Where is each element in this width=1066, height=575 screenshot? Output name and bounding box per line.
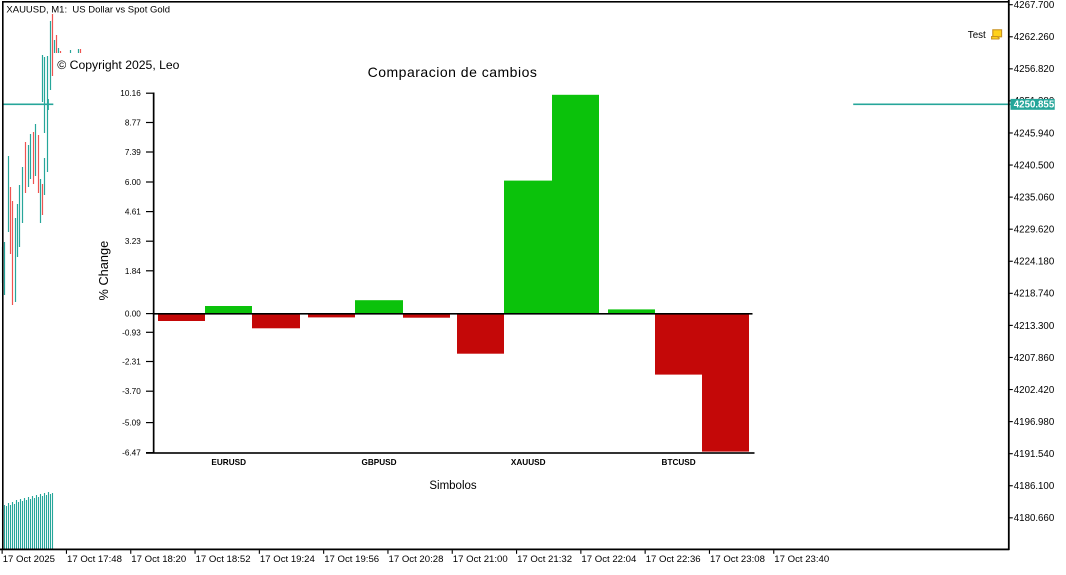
svg-text:4262.260: 4262.260 xyxy=(1014,32,1055,43)
svg-text:4240.500: 4240.500 xyxy=(1014,160,1055,171)
svg-text:4213.300: 4213.300 xyxy=(1014,321,1055,332)
svg-text:4218.740: 4218.740 xyxy=(1014,289,1055,300)
svg-text:17 Oct 19:24: 17 Oct 19:24 xyxy=(260,554,316,565)
svg-text:-6.47: -6.47 xyxy=(122,449,141,458)
svg-text:4267.700: 4267.700 xyxy=(1014,0,1055,11)
svg-text:6.00: 6.00 xyxy=(125,178,141,187)
svg-text:4256.820: 4256.820 xyxy=(1014,64,1055,75)
svg-text:10.16: 10.16 xyxy=(120,89,141,98)
svg-text:17 Oct 20:28: 17 Oct 20:28 xyxy=(389,554,444,565)
svg-text:17 Oct 23:08: 17 Oct 23:08 xyxy=(710,554,765,565)
svg-text:17 Oct 21:00: 17 Oct 21:00 xyxy=(453,554,508,565)
svg-text:4191.540: 4191.540 xyxy=(1014,449,1055,460)
svg-text:4202.420: 4202.420 xyxy=(1014,385,1055,396)
svg-text:8.77: 8.77 xyxy=(125,119,141,128)
svg-text:© Copyright 2025, Leo: © Copyright 2025, Leo xyxy=(57,58,179,72)
svg-text:-2.31: -2.31 xyxy=(122,358,141,367)
svg-text:4235.060: 4235.060 xyxy=(1014,193,1055,204)
svg-text:17 Oct 19:56: 17 Oct 19:56 xyxy=(324,554,379,565)
svg-text:BTCUSD: BTCUSD xyxy=(662,458,696,467)
svg-text:4229.620: 4229.620 xyxy=(1014,225,1055,236)
svg-text:17 Oct 18:52: 17 Oct 18:52 xyxy=(196,554,251,565)
svg-text:4196.980: 4196.980 xyxy=(1014,417,1055,428)
svg-text:17 Oct 23:40: 17 Oct 23:40 xyxy=(774,554,829,565)
svg-text:17 Oct 17:48: 17 Oct 17:48 xyxy=(67,554,122,565)
svg-text:3.23: 3.23 xyxy=(125,237,141,246)
svg-text:Comparacion de cambios: Comparacion de cambios xyxy=(368,64,538,80)
svg-text:EURUSD: EURUSD xyxy=(211,458,246,467)
svg-text:Test: Test xyxy=(968,30,986,41)
svg-text:4180.660: 4180.660 xyxy=(1014,513,1055,524)
svg-text:4.61: 4.61 xyxy=(125,208,141,217)
svg-text:0.00: 0.00 xyxy=(125,310,141,319)
svg-text:% Change: % Change xyxy=(96,241,111,301)
svg-text:4224.180: 4224.180 xyxy=(1014,257,1055,268)
svg-text:GBPUSD: GBPUSD xyxy=(361,458,396,467)
svg-text:-5.09: -5.09 xyxy=(122,419,141,428)
svg-text:4186.100: 4186.100 xyxy=(1014,481,1055,492)
svg-text:4245.940: 4245.940 xyxy=(1014,128,1055,139)
svg-text:17 Oct 22:36: 17 Oct 22:36 xyxy=(646,554,701,565)
svg-text:XAUUSD: XAUUSD xyxy=(511,458,546,467)
svg-text:-3.70: -3.70 xyxy=(122,387,141,396)
svg-text:1.84: 1.84 xyxy=(125,267,141,276)
svg-text:XAUUSD, M1: US Dollar vs Spot: XAUUSD, M1: US Dollar vs Spot Gold xyxy=(6,4,170,15)
svg-text:17 Oct 2025: 17 Oct 2025 xyxy=(3,554,55,565)
svg-text:17 Oct 21:32: 17 Oct 21:32 xyxy=(517,554,572,565)
svg-text:Simbolos: Simbolos xyxy=(429,480,477,492)
svg-text:7.39: 7.39 xyxy=(125,148,141,157)
svg-text:17 Oct 18:20: 17 Oct 18:20 xyxy=(131,554,186,565)
svg-text:17 Oct 22:04: 17 Oct 22:04 xyxy=(581,554,637,565)
svg-text:4207.860: 4207.860 xyxy=(1014,353,1055,364)
svg-text:-0.93: -0.93 xyxy=(122,328,141,337)
svg-text:4250.855: 4250.855 xyxy=(1014,99,1055,110)
